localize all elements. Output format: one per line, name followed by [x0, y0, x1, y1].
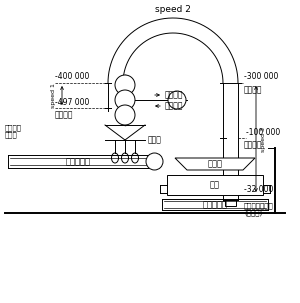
- Text: 瓶子传送带: 瓶子传送带: [65, 157, 91, 166]
- Text: 平衡位置: 平衡位置: [244, 85, 262, 94]
- Text: 抓瓶方向: 抓瓶方向: [165, 91, 184, 99]
- Text: 放瓶位置: 放瓶位置: [244, 140, 262, 149]
- Text: -497 000: -497 000: [55, 98, 89, 107]
- Bar: [167, 175, 263, 195]
- Text: speed 2: speed 2: [155, 5, 191, 14]
- Text: -400 000: -400 000: [55, 72, 89, 81]
- Text: (参考点): (参考点): [244, 209, 262, 216]
- Text: -32 000: -32 000: [244, 185, 273, 194]
- Circle shape: [146, 153, 163, 170]
- Circle shape: [115, 90, 135, 110]
- Polygon shape: [175, 158, 255, 170]
- Circle shape: [115, 75, 135, 95]
- Ellipse shape: [112, 153, 118, 163]
- Ellipse shape: [122, 153, 128, 163]
- Text: 箱子: 箱子: [210, 181, 220, 189]
- Text: speed 1: speed 1: [52, 83, 56, 108]
- Text: 正向硬限位开关: 正向硬限位开关: [244, 202, 274, 208]
- Text: 位开关: 位开关: [5, 132, 18, 138]
- Text: 反向硬限: 反向硬限: [5, 125, 22, 131]
- Ellipse shape: [131, 153, 139, 163]
- Text: 放瓶方向: 放瓶方向: [165, 102, 184, 111]
- Text: 箱子传送带: 箱子传送带: [202, 200, 227, 209]
- Circle shape: [115, 105, 135, 125]
- Text: -300 000: -300 000: [244, 72, 278, 81]
- Text: 导向斗: 导向斗: [208, 159, 223, 168]
- Bar: [225, 200, 236, 206]
- Text: 机械手: 机械手: [148, 135, 162, 145]
- Circle shape: [168, 91, 186, 109]
- Text: 抓瓶位置: 抓瓶位置: [55, 110, 74, 119]
- Text: -100 000: -100 000: [246, 128, 280, 137]
- Text: speed 3: speed 3: [260, 126, 266, 152]
